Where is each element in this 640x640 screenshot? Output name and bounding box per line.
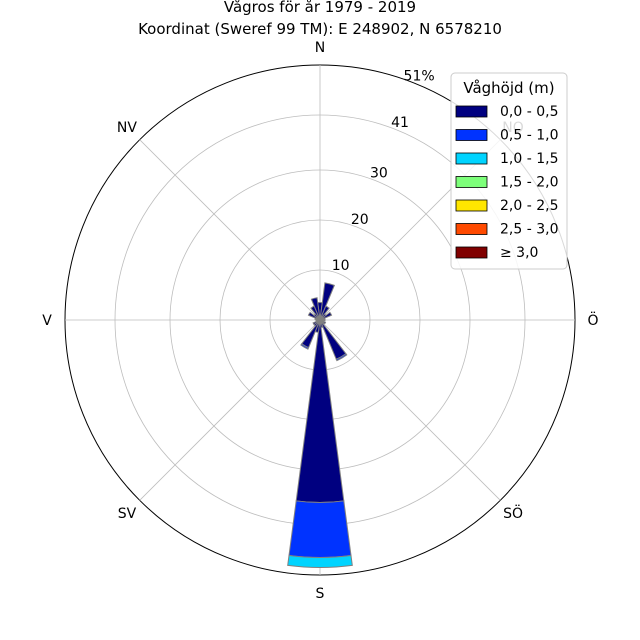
legend-label-1: 0,5 - 1,0: [500, 128, 558, 144]
sector-150-bin-1: [335, 353, 348, 362]
legend-frame: [450, 72, 568, 270]
legend-swatch-4: [455, 199, 488, 212]
radial-tick-label-30: 30: [370, 166, 388, 182]
grid-spoke-nv: [139, 139, 321, 321]
legend-label-0: 0,0 - 0,5: [500, 104, 558, 120]
grid-spoke-so: [319, 319, 501, 501]
legend: Våghöjd (m) 0,0 - 0,5 0,5 - 1,0 1,0 - 1,5 1…: [450, 72, 568, 270]
direction-label-n: N: [315, 40, 325, 56]
direction-label-so: SÖ: [503, 504, 523, 522]
legend-swatch-0: [455, 105, 488, 118]
legend-label-5: 2,5 - 3,0: [500, 222, 558, 238]
legend-label-3: 1,5 - 2,0: [500, 175, 558, 191]
direction-label-v: V: [42, 313, 52, 329]
legend-swatch-2: [455, 152, 488, 165]
sector-345-bin-0: [310, 297, 321, 321]
legend-title: Våghöjd (m): [463, 79, 554, 97]
radial-tick-label-41: 41: [391, 115, 409, 131]
sector-180-bin-2: [287, 554, 353, 568]
legend-swatch-1: [455, 129, 488, 141]
chart-subtitle: Koordinat (Sweref 99 TM): E 248902, N 65…: [138, 20, 502, 38]
legend-label-4: 2,0 - 2,5: [500, 198, 558, 214]
legend-swatch-5: [455, 223, 488, 235]
legend-label-2: 1,0 - 1,5: [500, 151, 558, 167]
legend-swatch-6: [455, 246, 488, 259]
direction-label-s: S: [316, 586, 325, 602]
sector-60-bin-0: [319, 311, 333, 321]
sector-180-bin-1: [288, 500, 352, 558]
direction-label-o: Ö: [587, 311, 598, 329]
legend-swatch-3: [455, 176, 488, 188]
radial-tick-label-51: 51%: [404, 69, 435, 85]
direction-label-sv: SV: [118, 506, 137, 522]
radial-tick-labels: 10 20 30 41 51%: [332, 69, 435, 274]
sector-210-bin-1: [300, 343, 310, 350]
radial-tick-label-10: 10: [332, 258, 350, 274]
direction-label-nv: NV: [117, 120, 137, 136]
grid-spoke-sv: [139, 319, 321, 501]
chart-title: Vågros för år 1979 - 2019: [224, 0, 416, 16]
legend-label-6: ≥ 3,0: [500, 245, 538, 261]
legend-items: 0,0 - 0,5 0,5 - 1,0 1,0 - 1,5 1,5 - 2,0 2,0 …: [455, 104, 558, 261]
wave-sectors: [287, 282, 353, 568]
radial-tick-label-20: 20: [351, 212, 369, 228]
